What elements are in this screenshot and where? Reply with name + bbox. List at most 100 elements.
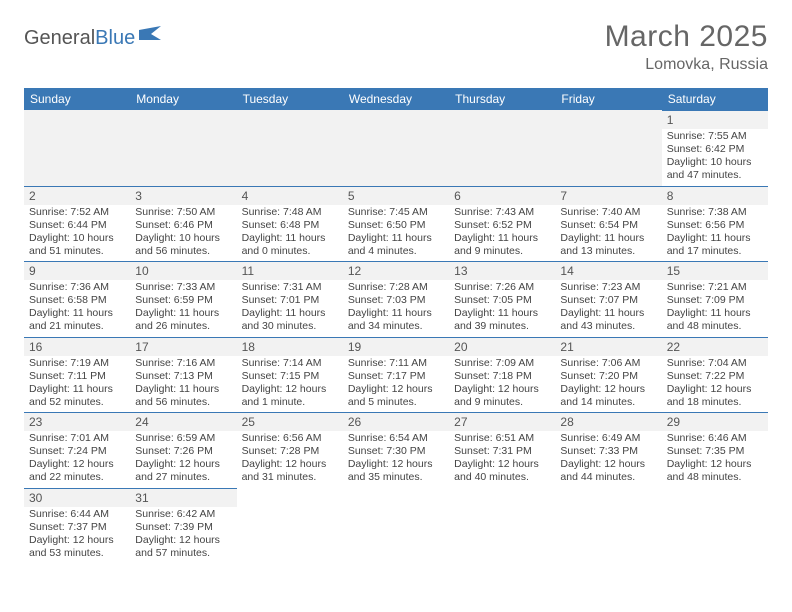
location: Lomovka, Russia bbox=[605, 56, 768, 74]
sunset-text: Sunset: 7:05 PM bbox=[454, 294, 550, 307]
day-number: 19 bbox=[343, 338, 449, 356]
sunset-text: Sunset: 7:31 PM bbox=[454, 445, 550, 458]
daylight-text-2: and 48 minutes. bbox=[667, 471, 763, 484]
daylight-text-1: Daylight: 12 hours bbox=[454, 383, 550, 396]
sunset-text: Sunset: 7:22 PM bbox=[667, 370, 763, 383]
daylight-text-2: and 9 minutes. bbox=[454, 245, 550, 258]
day-cell: 10Sunrise: 7:33 AMSunset: 6:59 PMDayligh… bbox=[130, 261, 236, 337]
weekday-wednesday: Wednesday bbox=[343, 88, 449, 110]
sunrise-text: Sunrise: 7:45 AM bbox=[348, 206, 444, 219]
sunrise-text: Sunrise: 7:16 AM bbox=[135, 357, 231, 370]
calendar: Sunday Monday Tuesday Wednesday Thursday… bbox=[24, 88, 768, 563]
day-cell: 1Sunrise: 7:55 AMSunset: 6:42 PMDaylight… bbox=[662, 110, 768, 186]
flag-icon bbox=[139, 26, 165, 50]
sunrise-text: Sunrise: 6:56 AM bbox=[242, 432, 338, 445]
empty-cell bbox=[24, 110, 130, 186]
daylight-text-1: Daylight: 12 hours bbox=[29, 458, 125, 471]
sunset-text: Sunset: 7:13 PM bbox=[135, 370, 231, 383]
daylight-text-2: and 34 minutes. bbox=[348, 320, 444, 333]
daylight-text-1: Daylight: 12 hours bbox=[135, 534, 231, 547]
sunrise-text: Sunrise: 7:40 AM bbox=[560, 206, 656, 219]
sunset-text: Sunset: 6:52 PM bbox=[454, 219, 550, 232]
daylight-text-1: Daylight: 12 hours bbox=[454, 458, 550, 471]
daylight-text-1: Daylight: 12 hours bbox=[667, 383, 763, 396]
sunrise-text: Sunrise: 6:44 AM bbox=[29, 508, 125, 521]
daylight-text-2: and 17 minutes. bbox=[667, 245, 763, 258]
day-number: 15 bbox=[662, 262, 768, 280]
day-number: 25 bbox=[237, 413, 343, 431]
sunrise-text: Sunrise: 7:23 AM bbox=[560, 281, 656, 294]
day-cell: 9Sunrise: 7:36 AMSunset: 6:58 PMDaylight… bbox=[24, 261, 130, 337]
day-number: 22 bbox=[662, 338, 768, 356]
daylight-text-1: Daylight: 11 hours bbox=[29, 383, 125, 396]
calendar-grid: 1Sunrise: 7:55 AMSunset: 6:42 PMDaylight… bbox=[24, 110, 768, 563]
page-header: GeneralBlue March 2025 Lomovka, Russia bbox=[24, 20, 768, 74]
sunrise-text: Sunrise: 7:01 AM bbox=[29, 432, 125, 445]
day-cell: 3Sunrise: 7:50 AMSunset: 6:46 PMDaylight… bbox=[130, 186, 236, 262]
daylight-text-1: Daylight: 12 hours bbox=[560, 383, 656, 396]
sunset-text: Sunset: 7:39 PM bbox=[135, 521, 231, 534]
sunrise-text: Sunrise: 7:11 AM bbox=[348, 357, 444, 370]
day-number: 10 bbox=[130, 262, 236, 280]
day-number: 14 bbox=[555, 262, 661, 280]
daylight-text-1: Daylight: 10 hours bbox=[135, 232, 231, 245]
empty-cell bbox=[449, 488, 555, 564]
sunrise-text: Sunrise: 7:09 AM bbox=[454, 357, 550, 370]
daylight-text-2: and 0 minutes. bbox=[242, 245, 338, 258]
sunrise-text: Sunrise: 7:14 AM bbox=[242, 357, 338, 370]
sunrise-text: Sunrise: 7:43 AM bbox=[454, 206, 550, 219]
sunrise-text: Sunrise: 6:51 AM bbox=[454, 432, 550, 445]
sunrise-text: Sunrise: 6:42 AM bbox=[135, 508, 231, 521]
daylight-text-1: Daylight: 11 hours bbox=[454, 232, 550, 245]
daylight-text-2: and 27 minutes. bbox=[135, 471, 231, 484]
day-number: 24 bbox=[130, 413, 236, 431]
sunset-text: Sunset: 6:54 PM bbox=[560, 219, 656, 232]
day-number: 9 bbox=[24, 262, 130, 280]
empty-cell bbox=[343, 488, 449, 564]
sunrise-text: Sunrise: 7:26 AM bbox=[454, 281, 550, 294]
day-number: 20 bbox=[449, 338, 555, 356]
daylight-text-1: Daylight: 11 hours bbox=[135, 383, 231, 396]
daylight-text-1: Daylight: 12 hours bbox=[560, 458, 656, 471]
day-cell: 2Sunrise: 7:52 AMSunset: 6:44 PMDaylight… bbox=[24, 186, 130, 262]
daylight-text-2: and 18 minutes. bbox=[667, 396, 763, 409]
empty-cell bbox=[555, 110, 661, 186]
day-number: 8 bbox=[662, 187, 768, 205]
day-number: 29 bbox=[662, 413, 768, 431]
sunrise-text: Sunrise: 7:55 AM bbox=[667, 130, 763, 143]
day-number: 13 bbox=[449, 262, 555, 280]
daylight-text-1: Daylight: 11 hours bbox=[454, 307, 550, 320]
sunrise-text: Sunrise: 6:54 AM bbox=[348, 432, 444, 445]
sunset-text: Sunset: 7:09 PM bbox=[667, 294, 763, 307]
empty-cell bbox=[449, 110, 555, 186]
day-cell: 5Sunrise: 7:45 AMSunset: 6:50 PMDaylight… bbox=[343, 186, 449, 262]
month-title: March 2025 bbox=[605, 20, 768, 54]
daylight-text-2: and 4 minutes. bbox=[348, 245, 444, 258]
daylight-text-1: Daylight: 10 hours bbox=[667, 156, 763, 169]
day-number: 7 bbox=[555, 187, 661, 205]
day-cell: 30Sunrise: 6:44 AMSunset: 7:37 PMDayligh… bbox=[24, 488, 130, 564]
day-number: 21 bbox=[555, 338, 661, 356]
daylight-text-2: and 22 minutes. bbox=[29, 471, 125, 484]
daylight-text-2: and 9 minutes. bbox=[454, 396, 550, 409]
weekday-thursday: Thursday bbox=[449, 88, 555, 110]
sunset-text: Sunset: 7:17 PM bbox=[348, 370, 444, 383]
daylight-text-1: Daylight: 12 hours bbox=[135, 458, 231, 471]
day-cell: 26Sunrise: 6:54 AMSunset: 7:30 PMDayligh… bbox=[343, 412, 449, 488]
day-number: 27 bbox=[449, 413, 555, 431]
empty-cell bbox=[662, 488, 768, 564]
sunrise-text: Sunrise: 7:31 AM bbox=[242, 281, 338, 294]
daylight-text-2: and 13 minutes. bbox=[560, 245, 656, 258]
day-number: 17 bbox=[130, 338, 236, 356]
day-cell: 31Sunrise: 6:42 AMSunset: 7:39 PMDayligh… bbox=[130, 488, 236, 564]
day-number: 5 bbox=[343, 187, 449, 205]
sunrise-text: Sunrise: 7:33 AM bbox=[135, 281, 231, 294]
day-number: 31 bbox=[130, 489, 236, 507]
day-cell: 29Sunrise: 6:46 AMSunset: 7:35 PMDayligh… bbox=[662, 412, 768, 488]
sunset-text: Sunset: 7:24 PM bbox=[29, 445, 125, 458]
day-number: 3 bbox=[130, 187, 236, 205]
daylight-text-2: and 56 minutes. bbox=[135, 245, 231, 258]
day-cell: 15Sunrise: 7:21 AMSunset: 7:09 PMDayligh… bbox=[662, 261, 768, 337]
daylight-text-2: and 43 minutes. bbox=[560, 320, 656, 333]
daylight-text-2: and 40 minutes. bbox=[454, 471, 550, 484]
